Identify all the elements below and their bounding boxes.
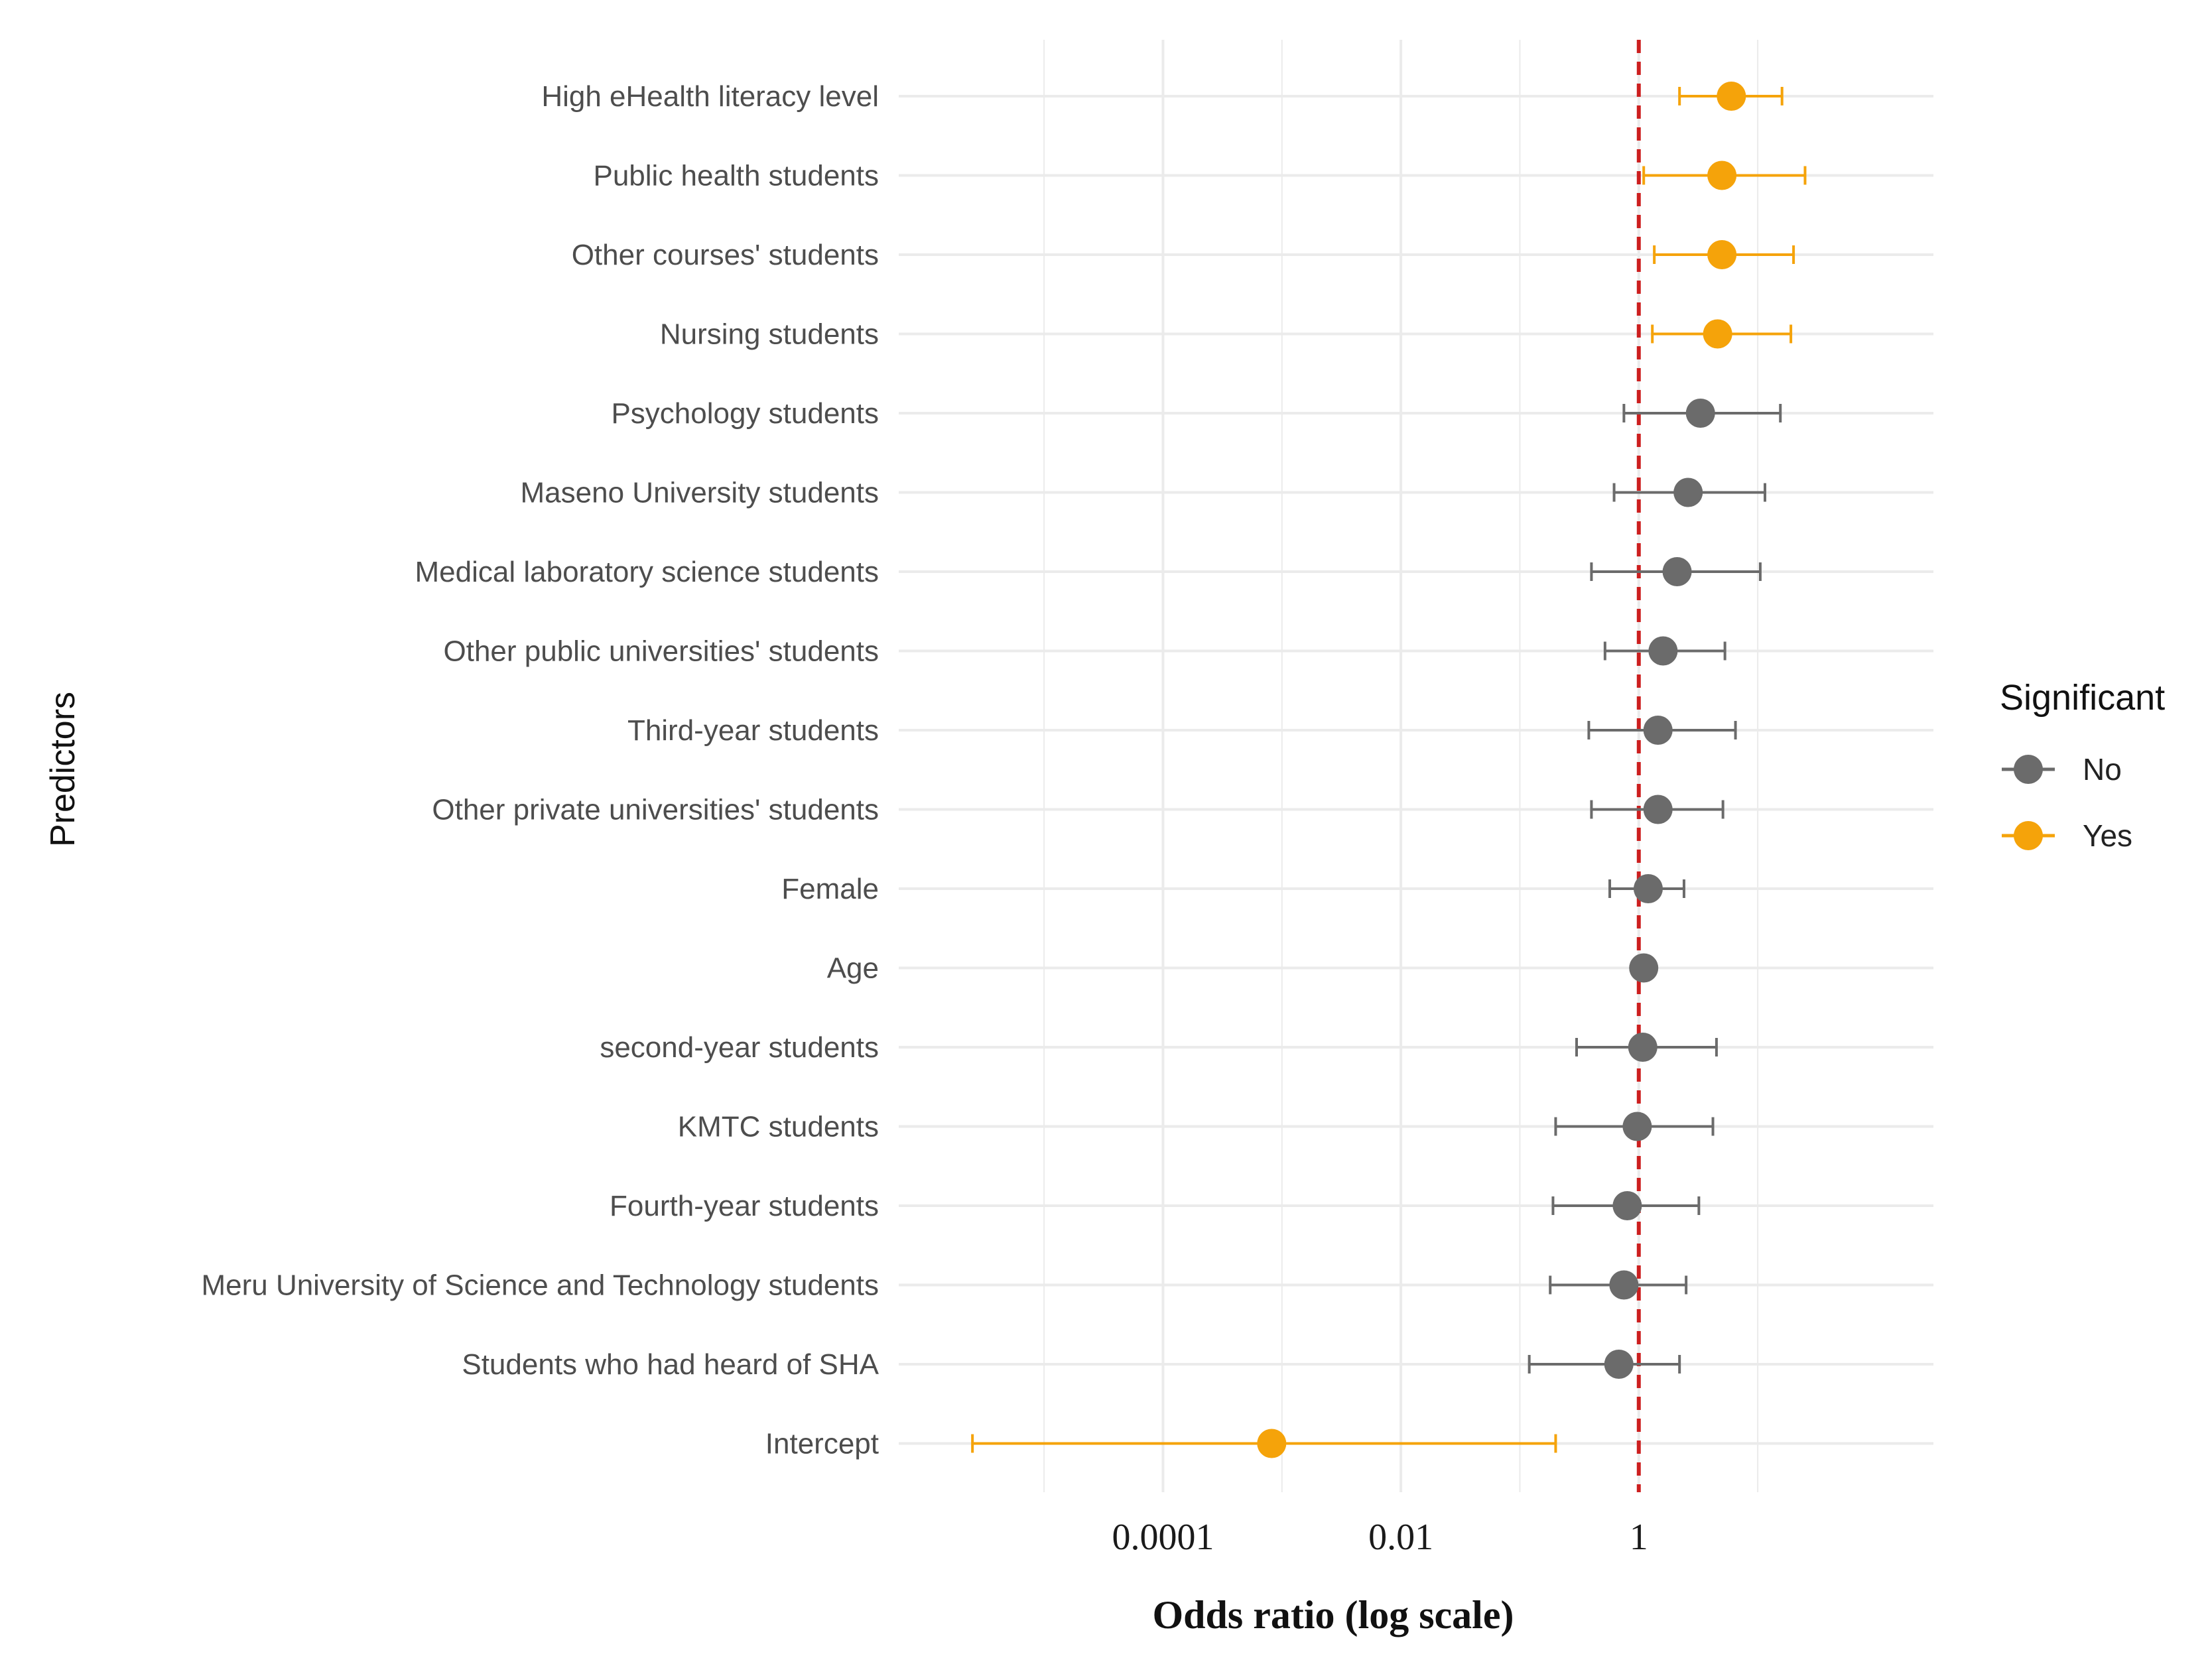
predictor-label-psychology-students: Psychology students — [611, 397, 879, 430]
estimate-point-other-courses-students — [1707, 240, 1737, 269]
estimate-point-third-year-students — [1643, 716, 1673, 745]
predictor-label-high-ehealth-literacy-level: High eHealth literacy level — [541, 80, 879, 113]
predictor-label-age: Age — [827, 952, 879, 985]
predictor-labels: High eHealth literacy level Public health… — [201, 80, 879, 1460]
estimate-point-psychology-students — [1685, 399, 1715, 428]
estimate-point-students-who-had-heard-of-sha — [1604, 1350, 1634, 1379]
estimate-point-female — [1633, 874, 1663, 903]
marks-layer — [971, 82, 1807, 1458]
predictor-label-students-who-had-heard-of-sha: Students who had heard of SHA — [462, 1348, 879, 1381]
predictor-label-third-year-students: Third-year students — [627, 714, 879, 747]
estimate-point-public-health-students — [1707, 160, 1737, 190]
legend-label-yes: Yes — [2083, 818, 2132, 853]
predictor-label-medical-laboratory-science-students: Medical laboratory science students — [415, 556, 879, 588]
legend-title: Significant — [2000, 678, 2165, 718]
estimate-point-age — [1629, 953, 1659, 983]
x-axis-ticks: 0.0001 0.01 1 — [1112, 1517, 1648, 1558]
predictor-label-other-courses-students: Other courses' students — [572, 239, 879, 271]
predictor-label-nursing-students: Nursing students — [660, 318, 879, 351]
legend-point-yes — [2014, 821, 2043, 850]
predictor-label-public-health-students: Public health students — [593, 160, 879, 192]
x-tick-label: 0.0001 — [1112, 1517, 1214, 1558]
x-axis-title: Odds ratio (log scale) — [1153, 1593, 1514, 1637]
predictor-label-fourth-year-students: Fourth-year students — [610, 1190, 879, 1222]
predictor-label-meru-university-of-science-and-technology-students: Meru University of Science and Technolog… — [201, 1269, 879, 1302]
legend-point-no — [2014, 755, 2043, 784]
estimate-point-maseno-university-students — [1673, 478, 1703, 507]
estimate-point-intercept — [1257, 1429, 1287, 1458]
estimate-point-medical-laboratory-science-students — [1662, 557, 1692, 586]
predictor-label-kmtc-students: KMTC students — [678, 1111, 879, 1143]
x-tick-label: 1 — [1630, 1517, 1648, 1558]
estimate-point-second-year-students — [1628, 1033, 1658, 1062]
predictor-label-other-private-universities-students: Other private universities' students — [432, 794, 879, 826]
x-tick-label: 0.01 — [1368, 1517, 1433, 1558]
legend-label-no: No — [2083, 752, 2122, 787]
legend-entries: No Yes — [2002, 752, 2132, 853]
predictor-label-second-year-students: second-year students — [600, 1031, 879, 1064]
estimate-point-fourth-year-students — [1612, 1191, 1642, 1220]
estimate-point-meru-university-of-science-and-technology-students — [1609, 1270, 1639, 1300]
estimate-point-high-ehealth-literacy-level — [1717, 82, 1746, 111]
estimate-point-nursing-students — [1703, 319, 1732, 349]
legend: Significant No Yes — [2000, 678, 2165, 853]
estimate-point-other-private-universities-students — [1643, 795, 1673, 824]
estimate-point-other-public-universities-students — [1648, 636, 1678, 666]
predictor-label-female: Female — [781, 873, 879, 905]
y-axis-title: Predictors — [44, 692, 82, 847]
predictor-label-maseno-university-students: Maseno University students — [521, 477, 879, 509]
predictor-label-other-public-universities-students: Other public universities' students — [444, 635, 879, 668]
predictor-label-intercept: Intercept — [765, 1428, 879, 1460]
estimate-point-kmtc-students — [1622, 1112, 1652, 1141]
